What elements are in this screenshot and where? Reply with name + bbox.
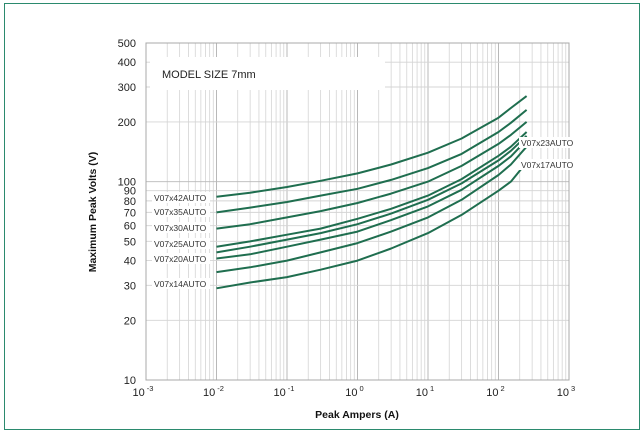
x-axis-title: Peak Ampers (A) bbox=[315, 409, 399, 421]
y-tick-label: 300 bbox=[118, 82, 136, 94]
series-label: V07x30AUTO bbox=[154, 223, 207, 233]
x-tick-base: 10 bbox=[133, 387, 145, 399]
series-label: V07x25AUTO bbox=[154, 239, 207, 249]
x-tick-label: 102 bbox=[486, 384, 504, 399]
x-tick-base: 10 bbox=[345, 387, 357, 399]
series-label: V07x35AUTO bbox=[154, 207, 207, 217]
x-tick-base: 10 bbox=[203, 387, 215, 399]
y-tick-label: 100 bbox=[118, 177, 136, 189]
x-tick-label: 10-3 bbox=[133, 384, 154, 399]
series-label: V07x42AUTO bbox=[154, 193, 207, 203]
x-tick-exponent: -1 bbox=[288, 384, 295, 393]
y-tick-labels: 102030405060708090100200300400500 bbox=[118, 38, 136, 387]
x-tick-base: 10 bbox=[274, 387, 286, 399]
y-tick-label: 60 bbox=[124, 221, 136, 233]
x-tick-exponent: 1 bbox=[430, 384, 434, 393]
model-size-label: MODEL SIZE 7mm bbox=[162, 69, 256, 81]
series-label: V07x17AUTO bbox=[521, 160, 574, 170]
y-tick-label: 200 bbox=[118, 117, 136, 129]
x-tick-label: 103 bbox=[557, 384, 575, 399]
x-tick-labels: 10-310-210-1100101102103 bbox=[133, 384, 576, 399]
x-tick-exponent: -2 bbox=[217, 384, 224, 393]
x-tick-exponent: 3 bbox=[571, 384, 575, 393]
x-tick-label: 100 bbox=[345, 384, 363, 399]
x-tick-label: 101 bbox=[416, 384, 434, 399]
x-tick-exponent: 0 bbox=[360, 384, 364, 393]
series-label: V07x20AUTO bbox=[154, 254, 207, 264]
series-label: V07x14AUTO bbox=[154, 279, 207, 289]
x-tick-exponent: -3 bbox=[147, 384, 154, 393]
x-tick-label: 10-2 bbox=[203, 384, 224, 399]
x-tick-base: 10 bbox=[486, 387, 498, 399]
x-tick-label: 10-1 bbox=[274, 384, 295, 399]
y-tick-label: 50 bbox=[124, 236, 136, 248]
y-tick-label: 30 bbox=[124, 280, 136, 292]
series-label: V07x23AUTO bbox=[521, 138, 574, 148]
x-tick-base: 10 bbox=[557, 387, 569, 399]
y-tick-label: 40 bbox=[124, 256, 136, 268]
y-tick-label: 70 bbox=[124, 207, 136, 219]
y-tick-label: 400 bbox=[118, 57, 136, 69]
x-tick-base: 10 bbox=[416, 387, 428, 399]
y-tick-label: 10 bbox=[124, 375, 136, 387]
y-tick-label: 20 bbox=[124, 315, 136, 327]
y-axis-title: Maximum Peak Volts (V) bbox=[87, 152, 99, 273]
x-tick-exponent: 2 bbox=[501, 384, 505, 393]
y-tick-label: 500 bbox=[118, 38, 136, 50]
